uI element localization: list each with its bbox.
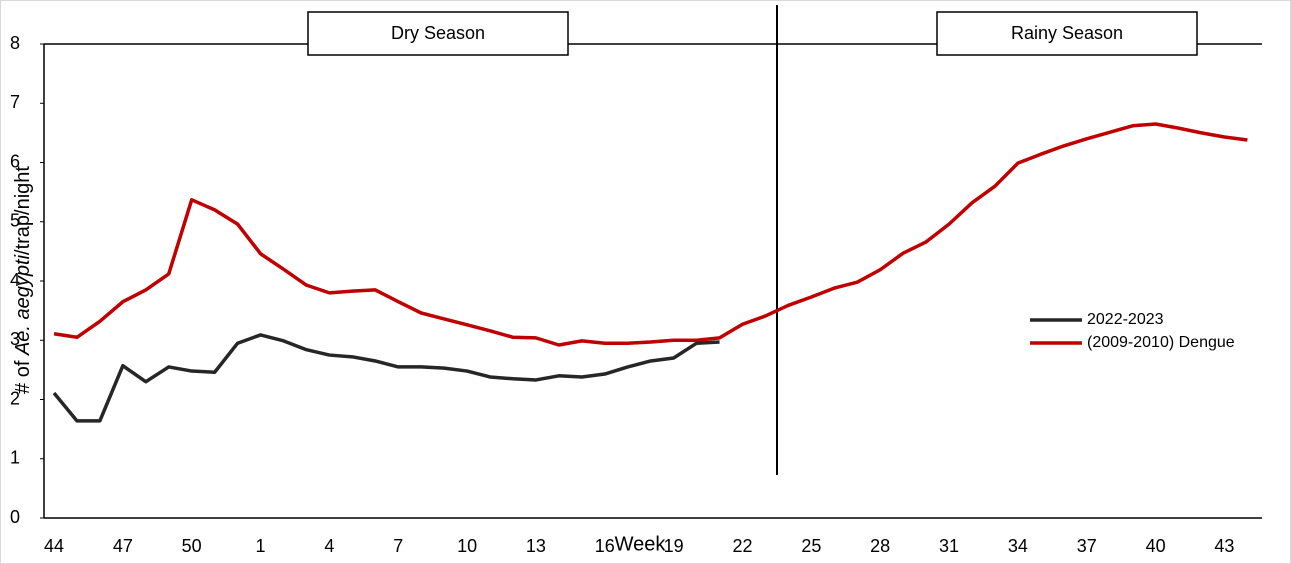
- y-tick-label: 3: [10, 329, 20, 349]
- x-tick-label: 31: [939, 536, 959, 556]
- y-tick-label: 7: [10, 92, 20, 112]
- y-tick-label: 5: [10, 211, 20, 231]
- y-label-part: Ae. aegypti: [12, 254, 34, 356]
- y-tick-label: 0: [10, 507, 20, 527]
- x-tick-label: 37: [1077, 536, 1097, 556]
- legend-label: (2009-2010) Dengue: [1087, 334, 1235, 351]
- x-tick-label: 50: [182, 536, 202, 556]
- y-tick-label: 8: [10, 33, 20, 53]
- x-tick-label: 19: [664, 536, 684, 556]
- y-tick-label: 6: [10, 151, 20, 171]
- legend-label: 2022-2023: [1087, 311, 1164, 328]
- annotation: Rainy Season: [1011, 23, 1123, 43]
- annotation: Dry Season: [391, 23, 485, 43]
- x-tick-label: 4: [324, 536, 334, 556]
- x-tick-label: 22: [732, 536, 752, 556]
- y-tick-label: 4: [10, 270, 20, 290]
- x-tick-label: 47: [113, 536, 133, 556]
- y-tick-label: 2: [10, 388, 20, 408]
- y-tick-label: 1: [10, 448, 20, 468]
- x-tick-label: 7: [393, 536, 403, 556]
- x-tick-label: 40: [1146, 536, 1166, 556]
- annotation-box: [307, 11, 569, 56]
- x-tick-label: 43: [1214, 536, 1234, 556]
- x-tick-label: 34: [1008, 536, 1028, 556]
- y-label-part: # of: [12, 355, 34, 394]
- y-label-part: /trap/night: [12, 166, 34, 255]
- x-tick-label: 44: [44, 536, 64, 556]
- y-axis-label: # of Ae. aegypti/trap/night: [12, 166, 34, 394]
- annotation-box: [936, 11, 1198, 56]
- x-tick-label: 13: [526, 536, 546, 556]
- x-tick-label: 25: [801, 536, 821, 556]
- x-tick-label: 1: [256, 536, 266, 556]
- x-tick-label: 16: [595, 536, 615, 556]
- x-axis-label: Week: [615, 533, 667, 555]
- line-series: [53, 122, 1248, 347]
- x-tick-label: 28: [870, 536, 890, 556]
- x-tick-label: 10: [457, 536, 477, 556]
- line-series: [52, 333, 720, 423]
